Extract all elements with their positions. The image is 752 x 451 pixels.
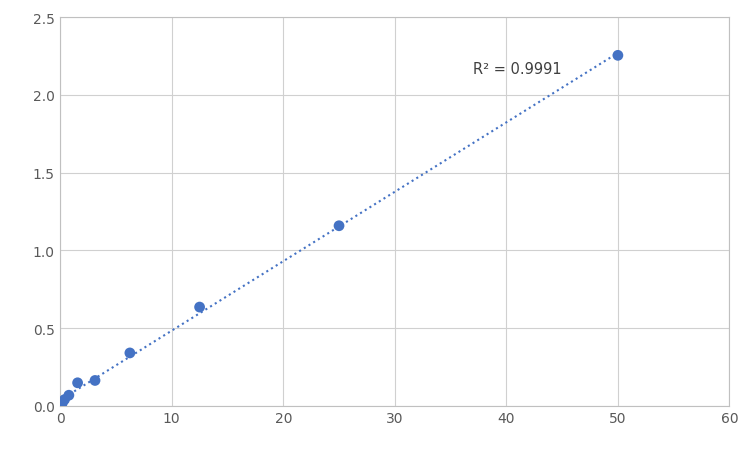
Point xyxy=(124,350,136,357)
Point xyxy=(63,392,75,399)
Point xyxy=(333,223,345,230)
Text: R² = 0.9991: R² = 0.9991 xyxy=(473,62,562,77)
Point xyxy=(612,53,624,60)
Point xyxy=(71,379,83,387)
Point xyxy=(56,400,68,407)
Point xyxy=(193,304,205,311)
Point xyxy=(89,377,101,384)
Point xyxy=(54,402,66,410)
Point xyxy=(59,396,71,403)
